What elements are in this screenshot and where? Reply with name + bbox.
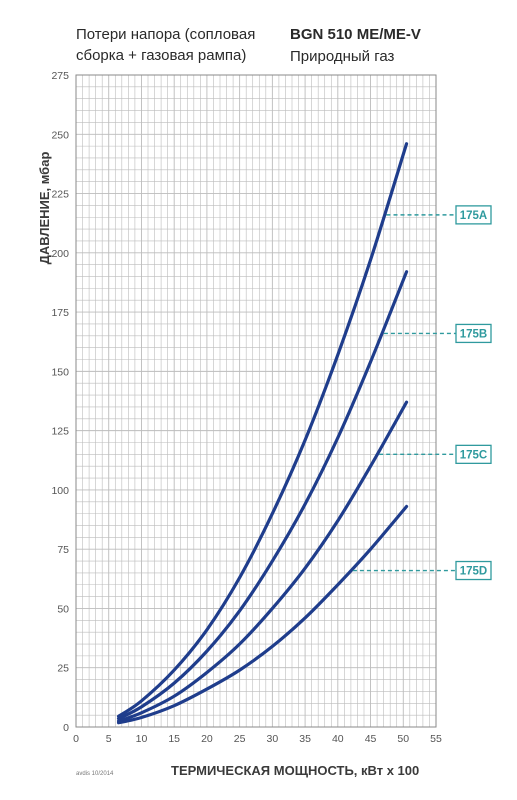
- x-tick-label: 35: [299, 733, 311, 745]
- x-tick-label: 55: [430, 733, 442, 745]
- x-axis-ticks: 0 5 10 15 20 25 30 35 40 45 50 55: [73, 733, 442, 745]
- label-box-175b: [455, 323, 492, 344]
- y-tick-label: 25: [57, 663, 69, 675]
- y-axis-label: ДАВЛЕНИЕ, мбар: [37, 152, 52, 265]
- label-175d: 175D: [460, 566, 488, 578]
- document-code: avdis 10/2014: [76, 771, 114, 777]
- label-box-175c: [455, 444, 492, 464]
- y-tick-label: 125: [51, 426, 69, 438]
- x-tick-label: 50: [397, 733, 409, 745]
- curve-175a: [116, 142, 409, 718]
- label-175a: 175A: [460, 210, 488, 222]
- y-tick-label: 200: [51, 248, 69, 260]
- y-tick-label: 150: [51, 366, 69, 378]
- x-tick-label: 40: [332, 733, 344, 745]
- y-tick-label: 100: [51, 485, 69, 497]
- x-axis-label: ТЕРМИЧЕСКАЯ МОЩНОСТЬ, кВт x 100: [171, 763, 419, 778]
- curves: [116, 142, 409, 725]
- burner-model: BGN 510 ME/ME-V: [290, 26, 421, 43]
- label-box-175d: [455, 560, 492, 581]
- y-tick-label: 250: [51, 129, 69, 141]
- y-tick-label: 75: [57, 544, 69, 556]
- y-tick-label: 275: [51, 70, 69, 82]
- x-tick-label: 45: [365, 733, 377, 745]
- label-175c: 175C: [460, 450, 488, 462]
- curve-175c: [116, 400, 409, 723]
- x-tick-label: 25: [234, 733, 246, 745]
- x-tick-label: 10: [136, 733, 148, 745]
- label-box-175a: [455, 205, 492, 225]
- x-tick-label: 30: [267, 733, 279, 745]
- x-tick-label: 0: [73, 733, 79, 745]
- chart-grid: [75, 74, 437, 728]
- chart-subtitle-line1: Потери напора (сопловая: [76, 26, 255, 43]
- y-tick-label: 225: [51, 189, 69, 201]
- curve-175d: [116, 504, 409, 725]
- y-tick-label: 50: [57, 603, 69, 615]
- x-tick-label: 20: [201, 733, 213, 745]
- curve-175b: [116, 270, 409, 721]
- label-175b: 175B: [460, 329, 488, 341]
- curve-labels: 175A 175B 175C 175D: [352, 205, 492, 581]
- y-tick-label: 0: [63, 722, 69, 734]
- gas-type: Природный газ: [290, 48, 395, 65]
- y-axis-ticks: 0 25 50 75 100 125 150 175 200 225 250 275: [51, 70, 69, 734]
- x-tick-label: 15: [168, 733, 180, 745]
- chart-subtitle-line2: сборка + газовая рампа): [76, 47, 246, 64]
- y-tick-label: 175: [51, 307, 69, 319]
- plot-frame: [75, 74, 437, 728]
- x-tick-label: 5: [106, 733, 112, 745]
